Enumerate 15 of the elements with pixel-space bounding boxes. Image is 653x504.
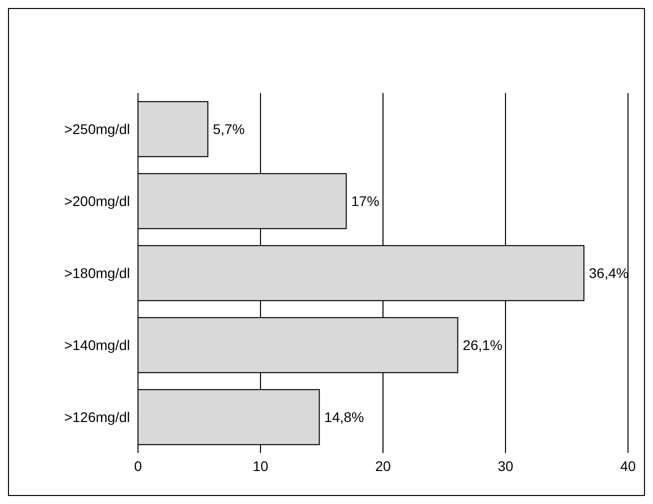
x-tick-label: 30	[498, 458, 514, 474]
x-tick-label: 20	[375, 458, 391, 474]
data-label: 14,8%	[324, 409, 364, 426]
y-tick-label: >126mg/dl	[64, 408, 130, 425]
x-tick-label: 10	[252, 458, 268, 474]
data-label: 36,4%	[588, 265, 629, 282]
y-tick-label: >140mg/dl	[64, 336, 130, 353]
y-tick-label: >180mg/dl	[64, 264, 130, 281]
y-tick-label: >250mg/dl	[64, 120, 130, 137]
x-tick-label: 40	[620, 458, 636, 474]
x-tick-label: 0	[134, 458, 142, 474]
data-label: 5,7%	[212, 121, 245, 138]
data-label: 26,1%	[462, 337, 502, 354]
data-label: 17%	[351, 193, 380, 210]
y-tick-label: >200mg/dl	[64, 192, 130, 209]
